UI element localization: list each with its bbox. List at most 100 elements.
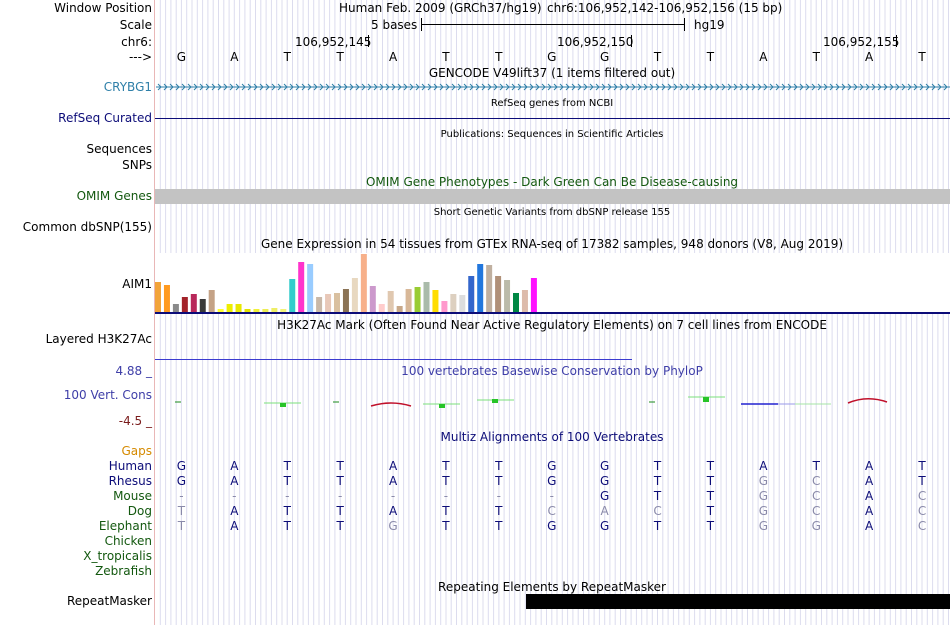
aligned-base: T <box>706 504 715 518</box>
gtex-tissue-bar <box>423 282 430 312</box>
gene-crybg1-model[interactable] <box>156 81 950 93</box>
strand-arrow <box>649 83 654 91</box>
phylop-min-label: -4.5 _ <box>118 414 152 428</box>
strand-arrow <box>763 83 768 91</box>
aligned-base: G <box>758 519 768 533</box>
common-dbsnp-label[interactable]: Common dbSNP(155) <box>22 220 152 234</box>
strand-arrow <box>715 83 720 91</box>
strand-arrow <box>811 83 816 91</box>
gtex-tissue-bar <box>325 294 332 312</box>
species-label-x-tropicalis[interactable]: X_tropicalis <box>83 549 152 563</box>
repeatmasker-label[interactable]: RepeatMasker <box>66 594 152 608</box>
aligned-base: G <box>176 474 187 488</box>
gtex-tissue-bar <box>316 297 323 312</box>
aligned-base: T <box>812 459 820 473</box>
species-label-mouse[interactable]: Mouse <box>113 489 152 503</box>
refseq-curated-label[interactable]: RefSeq Curated <box>58 111 152 125</box>
omim-genes-label[interactable]: OMIM Genes <box>76 189 152 203</box>
strand-arrow <box>571 83 576 91</box>
publications-sequences-label[interactable]: Sequences <box>86 142 152 156</box>
strand-arrow <box>913 83 918 91</box>
strand-arrow <box>631 83 636 91</box>
species-label-dog[interactable]: Dog <box>127 504 152 518</box>
strand-arrow <box>733 83 738 91</box>
gtex-aim1-label[interactable]: AIM1 <box>122 277 152 291</box>
h3k27ac-signal-line[interactable] <box>155 359 632 360</box>
scale-label: Scale <box>119 18 152 32</box>
h3k27ac-label[interactable]: Layered H3K27Ac <box>45 332 152 346</box>
chrom-label: chr6: <box>121 35 152 49</box>
phylop-label[interactable]: 100 Vert. Cons <box>63 388 152 402</box>
strand-arrow <box>475 83 480 91</box>
publications-snps-label[interactable]: SNPs <box>122 158 152 172</box>
aligned-base: G <box>547 459 557 473</box>
gaps-label[interactable]: Gaps <box>121 444 152 458</box>
species-label-zebrafish[interactable]: Zebrafish <box>95 564 152 578</box>
aligned-base: T <box>177 504 186 518</box>
gtex-tissue-bar <box>495 276 502 312</box>
aligned-base: A <box>600 504 609 518</box>
strand-arrow <box>577 83 582 91</box>
strand-arrow <box>337 83 342 91</box>
strand-arrow <box>283 83 288 91</box>
strand-arrow <box>301 83 306 91</box>
aligned-base: G <box>599 489 610 503</box>
strand-arrow <box>169 83 174 91</box>
gene-crybg1-strand-arrows <box>156 83 950 91</box>
reference-base: T <box>336 50 344 64</box>
species-label-human[interactable]: Human <box>108 459 152 473</box>
omim-gene-bar[interactable] <box>155 189 950 204</box>
strand-arrow <box>349 83 354 91</box>
dbsnp-track-title: Short Genetic Variants from dbSNP releas… <box>433 207 671 218</box>
aligned-base: A <box>865 519 874 533</box>
strand-arrow <box>493 83 498 91</box>
phylop-wiggle-graph <box>175 396 888 408</box>
species-label-rhesus[interactable]: Rhesus <box>108 474 152 488</box>
strand-arrow <box>835 83 840 91</box>
reference-base: G <box>176 50 187 64</box>
gene-crybg1-label[interactable]: CRYBG1 <box>103 80 152 94</box>
strand-arrow <box>643 83 648 91</box>
strand-arrow <box>331 83 336 91</box>
strand-arrow <box>439 83 444 91</box>
reference-base: A <box>230 50 239 64</box>
aligned-base: C <box>812 474 821 488</box>
aligned-base: T <box>336 474 344 488</box>
aligned-base: T <box>495 474 503 488</box>
repeat-element-bar[interactable] <box>526 594 950 609</box>
strand-arrow <box>385 83 390 91</box>
strand-arrow <box>391 83 396 91</box>
coord-tick-3 <box>896 35 897 47</box>
position-text: chr6:106,952,142-106,952,156 (15 bp) <box>547 1 783 15</box>
gtex-tissue-bar <box>387 291 394 312</box>
strand-arrow <box>889 83 894 91</box>
aligned-base: A <box>865 489 874 503</box>
aligned-base: T <box>442 474 450 488</box>
aligned-base: A <box>230 504 239 518</box>
strand-arrow <box>589 83 594 91</box>
aligned-base: A <box>388 504 398 518</box>
aligned-base: G <box>758 489 768 503</box>
species-label-elephant[interactable]: Elephant <box>98 519 152 533</box>
strand-arrow <box>325 83 330 91</box>
strand-arrow <box>925 83 930 91</box>
gtex-expression-panel[interactable] <box>155 253 950 314</box>
strand-arrow <box>199 83 204 91</box>
strand-arrow <box>619 83 624 91</box>
reference-base: T <box>653 50 662 64</box>
phylop-max-label: 4.88 _ <box>115 364 152 378</box>
strand-arrow <box>367 83 372 91</box>
gtex-tissue-bar <box>414 287 421 312</box>
reference-base: T <box>283 50 291 64</box>
strand-arrow <box>757 83 762 91</box>
aligned-base: A <box>230 519 239 533</box>
phylop-wiggle[interactable] <box>155 385 950 425</box>
reference-base: T <box>495 50 503 64</box>
strand-arrow <box>721 83 726 91</box>
refseq-gene-line[interactable] <box>155 118 950 119</box>
strand-arrow <box>745 83 750 91</box>
strand-arrow <box>553 83 558 91</box>
gtex-tissue-bar <box>226 304 233 312</box>
species-label-chicken[interactable]: Chicken <box>104 534 152 548</box>
gtex-tissue-bar <box>396 306 403 312</box>
